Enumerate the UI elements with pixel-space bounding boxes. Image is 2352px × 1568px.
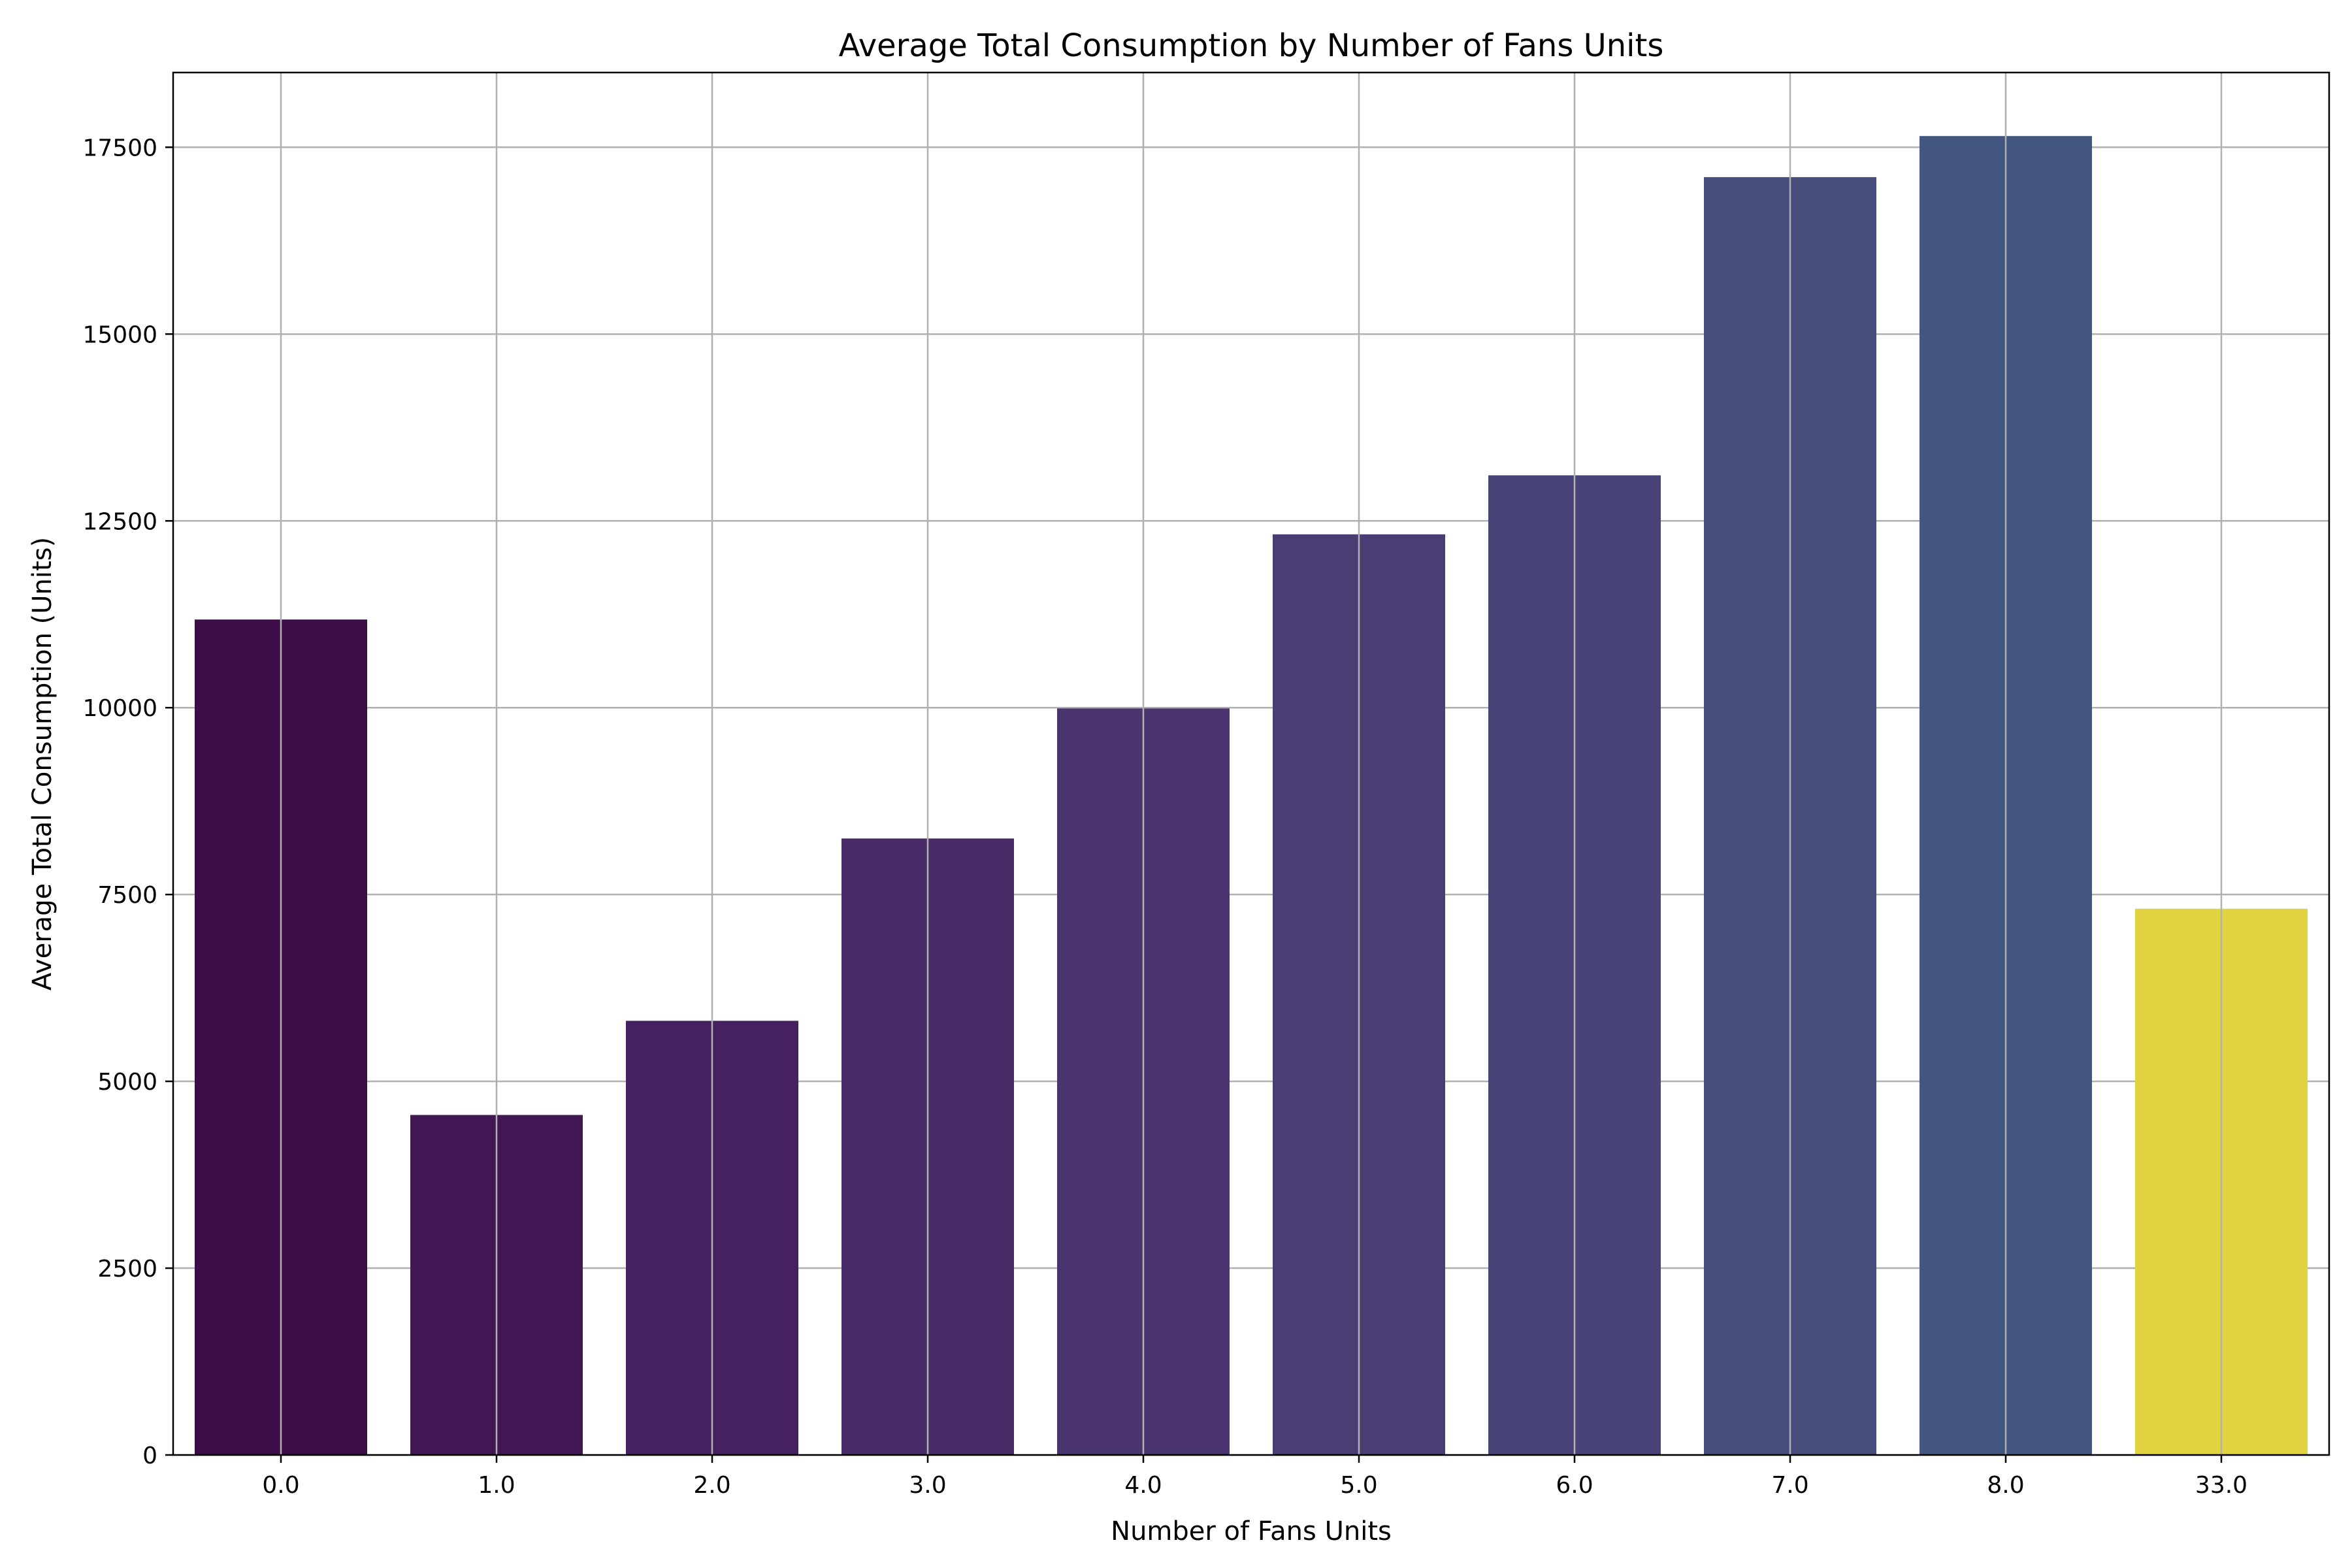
x-tick-label: 6.0 bbox=[1556, 1472, 1593, 1499]
y-tick-label: 2500 bbox=[97, 1256, 157, 1282]
x-tick-label: 0.0 bbox=[262, 1472, 299, 1499]
y-axis-ticks: 0 2500 5000 7500 10000 12500 15000 17500 bbox=[82, 135, 173, 1469]
y-tick-label: 17500 bbox=[82, 135, 157, 161]
x-tick-label: 5.0 bbox=[1340, 1472, 1377, 1499]
x-axis-ticks: 0.0 1.0 2.0 3.0 4.0 5.0 6.0 7.0 8.0 33.0 bbox=[262, 1455, 2247, 1499]
chart-title: Average Total Consumption by Number of F… bbox=[839, 27, 1664, 64]
y-tick-label: 15000 bbox=[82, 321, 157, 348]
x-tick-label: 1.0 bbox=[478, 1472, 515, 1499]
x-tick-label: 4.0 bbox=[1124, 1472, 1162, 1499]
plot-frame bbox=[172, 71, 2330, 1456]
x-tick-label: 7.0 bbox=[1771, 1472, 1808, 1499]
y-tick-label: 10000 bbox=[82, 695, 157, 722]
y-tick-label: 12500 bbox=[82, 508, 157, 535]
y-axis-label: Average Total Consumption (Units) bbox=[27, 537, 57, 990]
x-tick-label: 8.0 bbox=[1987, 1472, 2024, 1499]
x-tick-label: 33.0 bbox=[2195, 1472, 2247, 1499]
x-tick-label: 3.0 bbox=[909, 1472, 946, 1499]
x-tick-label: 2.0 bbox=[693, 1472, 730, 1499]
y-tick-label: 5000 bbox=[97, 1069, 157, 1096]
vertical-grid-lines bbox=[280, 73, 2223, 1455]
x-axis-label: Number of Fans Units bbox=[1111, 1516, 1392, 1546]
y-tick-label: 0 bbox=[142, 1443, 157, 1469]
y-tick-label: 7500 bbox=[97, 882, 157, 909]
